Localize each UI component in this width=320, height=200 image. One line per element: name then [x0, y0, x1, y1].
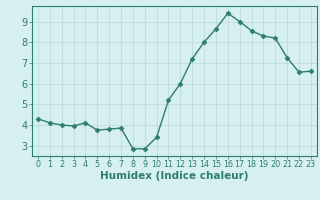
X-axis label: Humidex (Indice chaleur): Humidex (Indice chaleur)	[100, 171, 249, 181]
